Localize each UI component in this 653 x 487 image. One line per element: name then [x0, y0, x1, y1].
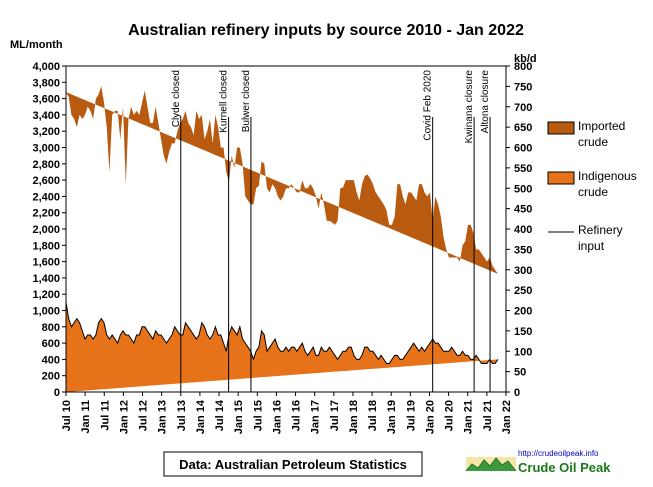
- legend-label: crude: [578, 135, 608, 149]
- x-tick-label: Jan 14: [195, 399, 207, 434]
- legend-label: Imported: [578, 119, 625, 133]
- y-axis-left-label: ML/month: [10, 39, 63, 51]
- x-tick-label: Jan 19: [386, 400, 398, 434]
- logo-wave: [465, 457, 517, 472]
- y-right-tick-label: 400: [514, 224, 532, 236]
- y-left-tick-label: 3,200: [32, 126, 60, 138]
- y-left-tick-label: 3,400: [32, 110, 60, 122]
- y-right-tick-label: 600: [514, 143, 532, 155]
- y-right-tick-label: 150: [514, 326, 532, 338]
- y-left-tick-label: 1,400: [32, 273, 60, 285]
- logo-brand: Crude Oil Peak: [518, 460, 611, 475]
- y-right-tick-label: 800: [514, 61, 532, 73]
- x-tick-label: Jul 14: [214, 399, 226, 431]
- y-left-tick-label: 400: [42, 354, 60, 366]
- y-right-tick-label: 700: [514, 102, 532, 114]
- y-left-tick-label: 3,000: [32, 143, 60, 155]
- chart-title: Australian refinery inputs by source 201…: [128, 22, 524, 39]
- y-right-tick-label: 500: [514, 183, 532, 195]
- x-tick-label: Jul 15: [252, 400, 264, 431]
- plot-area: [65, 86, 499, 392]
- source-note: Data: Australian Petroleum Statistics: [179, 457, 407, 472]
- series-area-imported: [66, 86, 498, 274]
- annotation-label: Kwinana closure: [464, 70, 475, 144]
- logo-url[interactable]: http://crudeoilpeak.info: [518, 449, 599, 458]
- x-tick-label: Jul 17: [329, 400, 341, 431]
- annotation-label: Kurnell closed: [219, 70, 230, 133]
- x-tick-label: Jul 19: [405, 400, 417, 431]
- x-tick-label: Jul 10: [61, 400, 73, 431]
- y-left-tick-label: 3,600: [32, 94, 60, 106]
- x-tick-label: Jan 22: [501, 400, 513, 434]
- x-tick-label: Jan 13: [157, 400, 169, 434]
- x-tick-label: Jul 12: [138, 400, 150, 431]
- y-left-tick-label: 1,000: [32, 306, 60, 318]
- x-tick-label: Jul 20: [444, 400, 456, 431]
- y-right-tick-label: 300: [514, 265, 532, 277]
- x-tick-label: Jan 16: [271, 400, 283, 434]
- y-right-tick-label: 450: [514, 204, 532, 216]
- y-left-tick-label: 2,800: [32, 159, 60, 171]
- crude-oil-peak-logo: http://crudeoilpeak.info Crude Oil Peak: [465, 449, 611, 475]
- legend-swatch: [547, 171, 575, 185]
- y-left-tick-label: 0: [54, 387, 60, 399]
- y-left-tick-label: 2,600: [32, 175, 60, 187]
- y-left-tick-label: 600: [42, 338, 60, 350]
- y-right-tick-label: 250: [514, 285, 532, 297]
- y-left-tick-label: 1,200: [32, 289, 60, 301]
- legend-label: crude: [578, 185, 608, 199]
- x-tick-label: Jan 15: [233, 400, 245, 434]
- x-tick-label: Jan 12: [118, 400, 130, 434]
- y-left-tick-label: 2,200: [32, 208, 60, 220]
- x-tick-label: Jan 17: [310, 400, 322, 434]
- x-tick-label: Jan 11: [80, 400, 92, 434]
- y-right-tick-label: 350: [514, 244, 532, 256]
- y-left-tick-label: 800: [42, 322, 60, 334]
- y-left-tick-label: 200: [42, 371, 60, 383]
- legend-label: Indigenous: [578, 169, 637, 183]
- legend-label: input: [578, 239, 605, 253]
- x-tick-label: Jan 20: [424, 400, 436, 434]
- legend: Imported crude Indigenous crude Refinery inpu…: [547, 119, 637, 253]
- x-tick-label: Jul 18: [367, 400, 379, 431]
- legend-label: Refinery: [578, 223, 623, 237]
- x-tick-label: Jul 16: [291, 400, 303, 431]
- footer: Data: Australian Petroleum Statistics ht…: [163, 449, 611, 477]
- x-tick-label: Jan 21: [463, 400, 475, 434]
- y-left-tick-label: 1,800: [32, 240, 60, 252]
- x-tick-label: Jul 11: [99, 400, 111, 431]
- y-left-tick-label: 3,800: [32, 77, 60, 89]
- y-right-tick-label: 650: [514, 122, 532, 134]
- series-line-refinery-input: [65, 302, 499, 364]
- y-right-tick-label: 50: [514, 367, 526, 379]
- x-tick-label: Jul 21: [482, 400, 494, 431]
- x-tick-label: Jan 18: [348, 400, 360, 434]
- axes: 0 200 400 600 800 1,000 1,200 1,400 1,600 1,800 2,…: [32, 61, 532, 434]
- legend-swatch: [547, 121, 575, 135]
- y-left-tick-label: 2,000: [32, 224, 60, 236]
- annotation-label: Bulwer closed: [241, 70, 252, 132]
- y-right-tick-label: 100: [514, 346, 532, 358]
- annotation-label: Clyde closed: [171, 70, 182, 127]
- x-tick-label: Jul 13: [176, 400, 188, 431]
- y-left-tick-label: 2,400: [32, 191, 60, 203]
- series-area-indigenous: [66, 302, 498, 392]
- y-right-tick-label: 0: [514, 387, 520, 399]
- y-right-tick-label: 750: [514, 81, 532, 93]
- source-note-box: [163, 451, 423, 477]
- annotation-label: Altona closure: [480, 70, 491, 134]
- y-left-tick-label: 1,600: [32, 257, 60, 269]
- annotations: Clyde closed Kurnell closed Bulwer closed C…: [171, 70, 491, 392]
- y-axis-right-label: kb/d: [514, 53, 537, 65]
- y-right-tick-label: 550: [514, 163, 532, 175]
- annotation-label: Covid Feb 2020: [423, 70, 434, 141]
- y-left-tick-label: 4,000: [32, 61, 60, 73]
- y-right-tick-label: 200: [514, 306, 532, 318]
